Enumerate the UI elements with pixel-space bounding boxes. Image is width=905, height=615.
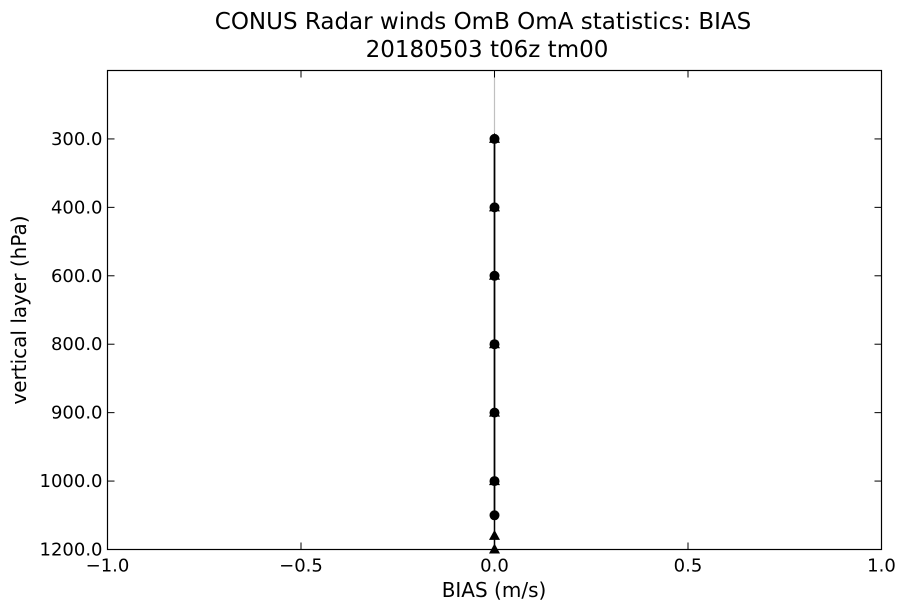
y-tick-label: 900.0 — [51, 403, 103, 424]
y-tick-label: 600.0 — [51, 266, 103, 287]
x-tick-label: −0.5 — [279, 556, 323, 577]
y-tick-label: 800.0 — [51, 334, 103, 355]
y-tick-label: 400.0 — [51, 197, 103, 218]
chart-subtitle: 20180503 t06z tm00 — [366, 37, 609, 63]
series-2-point — [489, 338, 500, 349]
series-2-point — [489, 201, 500, 212]
y-tick-label: 300.0 — [51, 129, 103, 150]
series-2-point — [489, 475, 500, 486]
y-tick-label: 1200.0 — [40, 540, 103, 561]
x-tick-label: 0.0 — [480, 556, 509, 577]
series-2-point — [489, 132, 500, 143]
x-tick-label: 1.0 — [867, 556, 896, 577]
x-tick-label: −1.0 — [86, 556, 130, 577]
x-tick-label: 0.5 — [674, 556, 703, 577]
y-tick-label: 1000.0 — [40, 471, 103, 492]
series-2-point — [489, 269, 500, 280]
series-2-point — [489, 406, 500, 417]
chart-title: CONUS Radar winds OmB OmA statistics: BI… — [215, 9, 751, 35]
series-2-point — [489, 529, 500, 540]
x-axis-label: BIAS (m/s) — [442, 578, 547, 602]
y-axis-label: vertical layer (hPa) — [7, 215, 31, 404]
